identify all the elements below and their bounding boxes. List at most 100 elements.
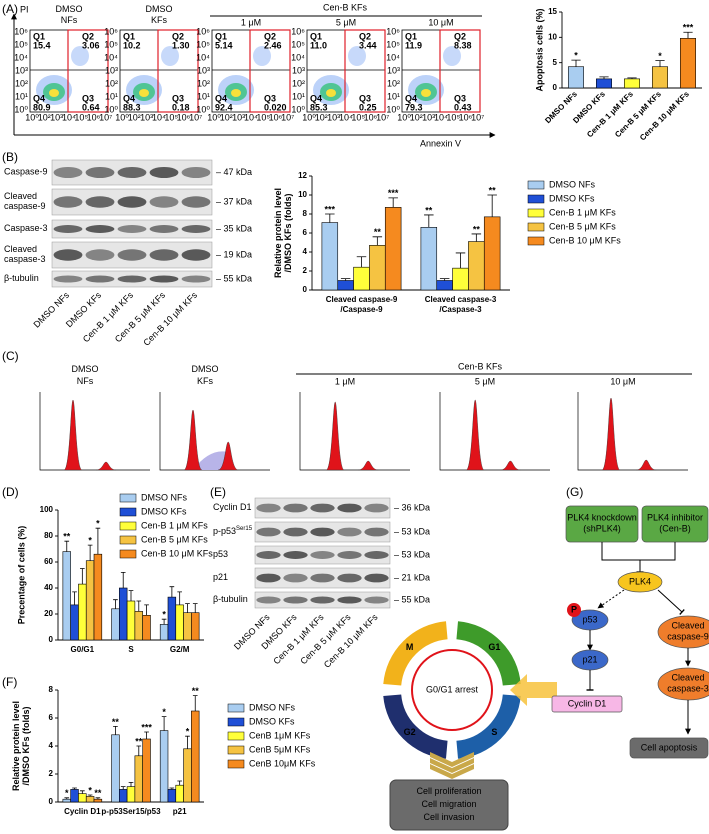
plot-title: DMSO NFs — [56, 4, 83, 25]
error-bar — [177, 591, 183, 605]
quadrant-value: 11.0 — [310, 40, 327, 50]
row-label-text: p-p53 — [213, 526, 236, 536]
error-bar — [471, 233, 482, 242]
y-tick-label: 12 — [298, 171, 307, 180]
legend-swatch — [119, 549, 137, 559]
size-label: – 37 kDa — [216, 196, 252, 206]
x-tick-label: 10⁵ — [74, 112, 88, 122]
y-tick-label: 15 — [548, 7, 557, 16]
blot-band — [310, 596, 335, 604]
quadrant-name: Q4 — [33, 93, 45, 103]
gate-box — [439, 29, 481, 113]
quadrant-value: 1.30 — [172, 40, 190, 50]
g2-peak — [218, 441, 239, 471]
error-bar — [128, 782, 134, 787]
synthesis-fill — [193, 451, 229, 470]
x-tick-label: 10³ — [327, 112, 340, 122]
size-label: – 21 kDa — [394, 572, 430, 582]
y-tick-label: 10 — [548, 32, 557, 41]
blot-band — [149, 249, 179, 261]
significance: *** — [141, 722, 152, 732]
size-label: – 19 kDa — [216, 249, 252, 259]
p53-node-label: p53 — [582, 614, 597, 624]
blot-band — [181, 225, 211, 233]
y-tick-label: 0 — [553, 83, 558, 92]
group-title: Cen-B KFs — [458, 361, 503, 371]
error-bar — [72, 591, 77, 605]
row-label: Cleaved caspase-9 — [4, 191, 46, 211]
blot-band — [149, 275, 179, 283]
y-tick-label: 10⁰ — [386, 104, 400, 114]
plk4-node-label: PLK4 — [629, 576, 651, 586]
cyclin-box — [551, 695, 623, 713]
blot-band — [85, 249, 115, 261]
panel-label: (C) — [2, 349, 19, 363]
blot-band — [283, 503, 308, 513]
row-label-line: caspase-3 — [4, 254, 46, 264]
plot-title-line: DMSO — [146, 4, 173, 14]
blot-band — [85, 167, 115, 178]
x-tick-label: 10³ — [140, 112, 153, 122]
concentration: 5 μM — [336, 17, 356, 27]
row-label-text: p53 — [213, 549, 228, 559]
axis — [299, 392, 410, 471]
quadrant-value: 0.25 — [359, 102, 377, 112]
bar — [483, 216, 501, 291]
y-tick-label: 10⁶ — [14, 26, 28, 36]
y-axis-title-line: Relative protein level — [11, 701, 21, 791]
x-tick-label: 10² — [220, 112, 233, 122]
row-label-text: β-tubulin — [213, 594, 248, 604]
error-bar — [683, 31, 693, 39]
x-tick-label: 10² — [315, 112, 328, 122]
blot-band — [364, 503, 389, 513]
plot-title: DMSO NFs — [72, 364, 99, 386]
blot-band — [256, 551, 281, 559]
y-tick-label: 10⁶ — [291, 26, 305, 36]
bar — [70, 789, 79, 803]
outcome-box — [389, 779, 509, 831]
quadrant-name: Q4 — [405, 93, 417, 103]
error-bar — [113, 599, 118, 609]
g1-peak — [63, 399, 83, 471]
error-bar — [388, 197, 398, 208]
phase-label: G1 — [488, 642, 500, 652]
x-tick-label: 10⁷ — [189, 112, 202, 122]
quadrant-value: 79.3 — [405, 102, 423, 112]
gate-box — [157, 29, 199, 113]
axis — [577, 392, 688, 471]
y-tick-label: 6 — [303, 228, 308, 237]
phase-arc — [383, 621, 448, 686]
y-tick-label: 10 — [298, 190, 307, 199]
error-bar — [95, 527, 101, 555]
lane-label: Cen-B 10 μM KFs — [141, 290, 199, 348]
y-tick-label: 10³ — [292, 65, 305, 75]
quadrant-name: Q1 — [405, 31, 417, 41]
y-tick-label: 4 — [303, 247, 308, 256]
blot-band — [310, 503, 335, 513]
error-bar — [95, 797, 101, 800]
chevron — [430, 752, 474, 767]
error-bar — [120, 572, 126, 588]
y-tick-label: 10⁴ — [196, 52, 210, 62]
panel-label: (A) — [2, 2, 18, 16]
y-tick-label: 10⁰ — [196, 104, 210, 114]
error-bar — [185, 735, 190, 749]
inhibitor-box-label: PLK4 inhibitor (Cen-B) — [647, 513, 703, 534]
x-tick-label: 10⁶ — [87, 112, 101, 122]
density — [231, 89, 241, 97]
error-bar — [64, 540, 70, 552]
bar — [191, 710, 200, 803]
x-tick-label: 10⁰ — [25, 112, 39, 122]
y-tick-label: 10⁰ — [291, 104, 305, 114]
y-tick-label: 0 — [49, 797, 54, 806]
connector — [601, 542, 644, 573]
knockdown-box-label-line: PLK4 knockdown — [567, 513, 637, 523]
outcome-label: Cell proliferation Cell migration Cell inv… — [416, 786, 481, 822]
x-tick-label: 10⁵ — [351, 112, 365, 122]
blot-band — [53, 167, 83, 178]
y-tick-label: 10³ — [387, 65, 400, 75]
error-bar — [87, 544, 93, 561]
quadrant-name: Q3 — [82, 93, 94, 103]
bar — [175, 604, 184, 641]
